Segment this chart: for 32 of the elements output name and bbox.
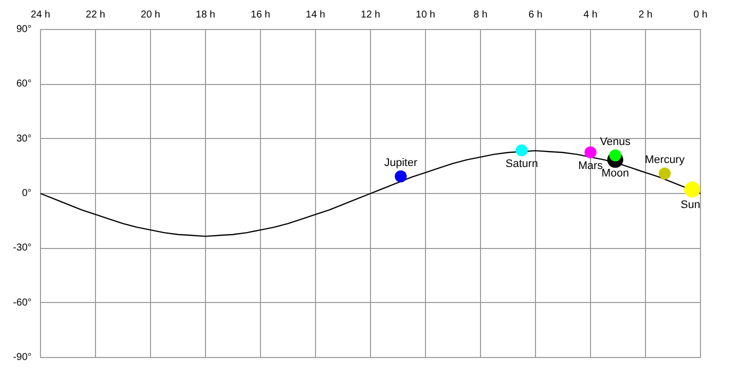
- series-label: Jupiter: [384, 156, 418, 169]
- x-tick-label: 20 h: [140, 10, 160, 20]
- y-tick-label: -90°: [13, 352, 32, 363]
- x-tick-label: 16 h: [250, 10, 270, 20]
- x-tick-label: 8 h: [474, 10, 488, 20]
- x-tick-label: 6 h: [528, 10, 542, 20]
- x-tick-label: 18 h: [196, 10, 216, 20]
- series-label: Moon: [601, 167, 630, 180]
- series-label: Mars: [578, 160, 604, 172]
- series-label: Saturn: [506, 158, 538, 170]
- y-tick-label: 90°: [16, 24, 32, 35]
- point: [584, 146, 596, 158]
- y-tick-label: 0°: [22, 188, 32, 199]
- point: [394, 170, 407, 182]
- series-label: Mercury: [644, 154, 686, 166]
- y-tick-label: -30°: [13, 242, 32, 254]
- point: [516, 144, 528, 156]
- series-label: Venus: [600, 136, 632, 148]
- x-tick-label: 14 h: [306, 10, 326, 20]
- y-tick-label: 60°: [16, 78, 32, 90]
- point: [684, 182, 700, 198]
- x-tick-label: 4 h: [584, 10, 598, 20]
- x-tick-label: 10 h: [416, 10, 436, 20]
- x-tick-label: 12 h: [360, 10, 380, 20]
- y-tick-label: -60°: [13, 297, 32, 308]
- y-tick-label: 30°: [16, 133, 32, 144]
- point: [658, 167, 671, 180]
- x-tick-label: 0 h: [694, 10, 708, 20]
- x-tick-label: 24 h: [30, 10, 50, 20]
- series-label: Sun: [680, 198, 700, 211]
- x-tick-label: 2 h: [638, 10, 652, 20]
- x-tick-label: 22 h: [86, 10, 106, 20]
